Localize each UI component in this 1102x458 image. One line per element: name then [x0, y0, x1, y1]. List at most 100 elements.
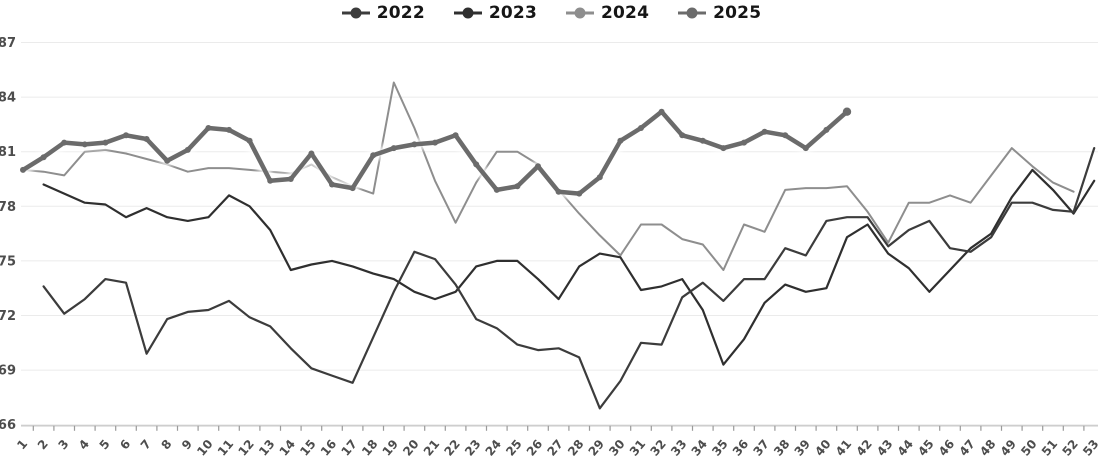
x-axis-tick-label: 11 — [215, 437, 236, 458]
series-marker-2025 — [287, 176, 294, 182]
series-marker-2025 — [370, 152, 377, 159]
x-axis-tick-label: 6 — [117, 437, 133, 452]
x-axis-tick-label: 30 — [606, 437, 627, 458]
x-axis-tick-label: 46 — [936, 437, 957, 458]
x-axis-tick-label: 31 — [627, 437, 648, 458]
chart-legend: 2022 2023 2024 2025 — [0, 3, 1102, 23]
series-marker-2025 — [823, 126, 830, 133]
x-axis-tick-label: 36 — [730, 437, 751, 458]
x-axis-tick-label: 51 — [1039, 437, 1060, 458]
y-axis-tick-label: 81 — [0, 145, 16, 160]
series-marker-2025 — [267, 177, 274, 184]
y-axis-tick-label: 87 — [0, 36, 16, 51]
series-marker-2025 — [617, 137, 624, 144]
x-axis-tick-label: 3 — [55, 437, 71, 452]
x-axis-tick-label: 27 — [544, 437, 565, 458]
series-marker-2025 — [761, 128, 768, 135]
x-axis-tick-label: 33 — [668, 437, 689, 458]
x-axis-tick-label: 12 — [235, 437, 256, 458]
x-axis-tick-label: 1 — [14, 437, 30, 452]
legend-item-2025[interactable]: 2025 — [677, 3, 761, 23]
x-axis-tick-label: 48 — [977, 437, 998, 458]
x-axis-tick-label: 16 — [318, 437, 339, 458]
legend-label: 2024 — [601, 3, 650, 23]
series-marker-2025 — [679, 132, 686, 139]
x-axis-tick-label: 39 — [792, 437, 813, 458]
series-marker-2025 — [802, 145, 809, 152]
series-end-marker-2025 — [842, 107, 852, 116]
series-line-2022 — [42, 147, 1096, 410]
series-marker-2025 — [329, 181, 335, 188]
series-marker-2025 — [699, 137, 706, 144]
series-marker-2025 — [184, 146, 191, 153]
x-axis-tick-label: 43 — [874, 437, 895, 458]
x-axis-tick-label: 10 — [194, 437, 215, 458]
legend-item-2024[interactable]: 2024 — [565, 3, 649, 23]
x-axis-tick-label: 34 — [689, 437, 710, 458]
x-axis-tick-label: 41 — [833, 437, 854, 458]
legend-marker-icon — [341, 7, 370, 19]
x-axis-tick-label: 38 — [771, 437, 792, 458]
x-axis-tick-label: 23 — [462, 437, 483, 458]
x-axis-tick-label: 22 — [441, 437, 462, 458]
legend-label: 2022 — [376, 3, 425, 23]
x-axis-tick-label: 18 — [359, 437, 380, 458]
series-marker-2025 — [20, 166, 26, 173]
x-axis-tick-label: 4 — [76, 437, 92, 452]
x-axis-tick-label: 42 — [853, 437, 874, 458]
series-marker-2025 — [782, 132, 789, 139]
series-marker-2025 — [473, 161, 480, 168]
series-marker-2025 — [390, 145, 397, 152]
x-axis-tick-label: 21 — [421, 437, 442, 458]
x-axis-tick-label: 44 — [895, 437, 916, 458]
x-axis-tick-label: 20 — [400, 437, 421, 458]
series-marker-2025 — [452, 132, 459, 139]
y-axis-tick-label: 75 — [0, 254, 16, 269]
x-axis-tick-label: 24 — [483, 437, 504, 458]
x-axis-tick-label: 25 — [503, 437, 524, 458]
x-axis-tick-label: 49 — [998, 437, 1019, 458]
x-axis-tick-label: 13 — [256, 437, 277, 458]
series-marker-2025 — [123, 132, 129, 139]
series-marker-2025 — [40, 154, 47, 161]
series-marker-2025 — [514, 183, 521, 190]
y-axis-tick-label: 84 — [0, 91, 16, 106]
legend-item-2022[interactable]: 2022 — [341, 3, 425, 23]
x-axis-tick-label: 15 — [297, 437, 318, 458]
x-axis-tick-label: 28 — [565, 437, 586, 458]
x-axis-tick-label: 32 — [647, 437, 668, 458]
legend-marker-icon — [566, 7, 594, 19]
x-axis-tick-label: 17 — [338, 437, 359, 458]
y-axis-tick-label: 78 — [0, 200, 16, 215]
series-marker-2025 — [308, 150, 315, 157]
x-axis-tick-label: 14 — [277, 437, 298, 458]
series-marker-2025 — [741, 139, 747, 146]
series-marker-2025 — [205, 125, 212, 131]
legend-marker-icon — [453, 7, 482, 19]
series-marker-2025 — [143, 136, 150, 142]
legend-label: 2023 — [488, 3, 537, 23]
x-axis-tick-label: 52 — [1059, 437, 1080, 458]
series-marker-2025 — [493, 186, 500, 193]
series-marker-2025 — [164, 157, 171, 164]
y-axis-tick-label: 69 — [0, 364, 16, 379]
series-marker-2025 — [535, 163, 541, 170]
legend-item-2023[interactable]: 2023 — [453, 3, 537, 23]
series-marker-2025 — [432, 139, 438, 146]
x-axis-tick-label: 5 — [97, 437, 113, 452]
series-marker-2025 — [246, 137, 253, 144]
x-axis-tick-label: 50 — [1018, 437, 1039, 458]
x-axis-tick-label: 19 — [380, 437, 401, 458]
x-axis-tick-label: 29 — [586, 437, 607, 458]
x-axis-tick-label: 45 — [915, 437, 936, 458]
series-marker-2025 — [638, 125, 644, 131]
x-axis-tick-label: 7 — [138, 437, 154, 452]
series-marker-2025 — [349, 185, 356, 192]
series-marker-2025 — [102, 139, 109, 146]
y-axis-tick-label: 72 — [0, 309, 16, 324]
legend-label: 2025 — [713, 3, 762, 23]
x-axis-tick-label: 2 — [35, 437, 51, 452]
x-axis-tick-label: 40 — [812, 437, 833, 458]
